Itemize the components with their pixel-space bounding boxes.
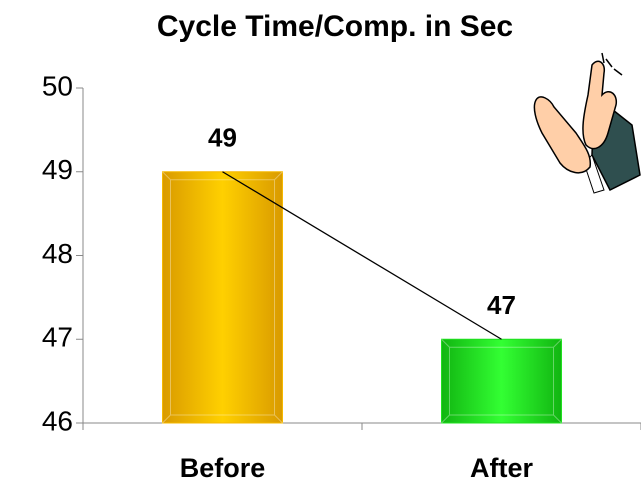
x-tick-label: Before [180,453,266,483]
x-tick-label: After [470,453,533,483]
bar [441,338,562,424]
bar [162,171,283,424]
data-label: 47 [487,290,516,320]
data-label: 49 [208,123,237,153]
y-tick-label: 47 [42,322,73,353]
y-tick-label: 50 [42,70,73,101]
trend-line [222,171,502,340]
y-tick-label: 48 [42,238,73,269]
y-tick-label: 49 [42,154,73,185]
clapping-hands-clipart [533,52,641,194]
bar-bevel [441,338,562,424]
chart-title: Cycle Time/Comp. in Sec [157,10,513,43]
bar-bevel [162,171,283,424]
y-tick-label: 46 [42,405,73,436]
